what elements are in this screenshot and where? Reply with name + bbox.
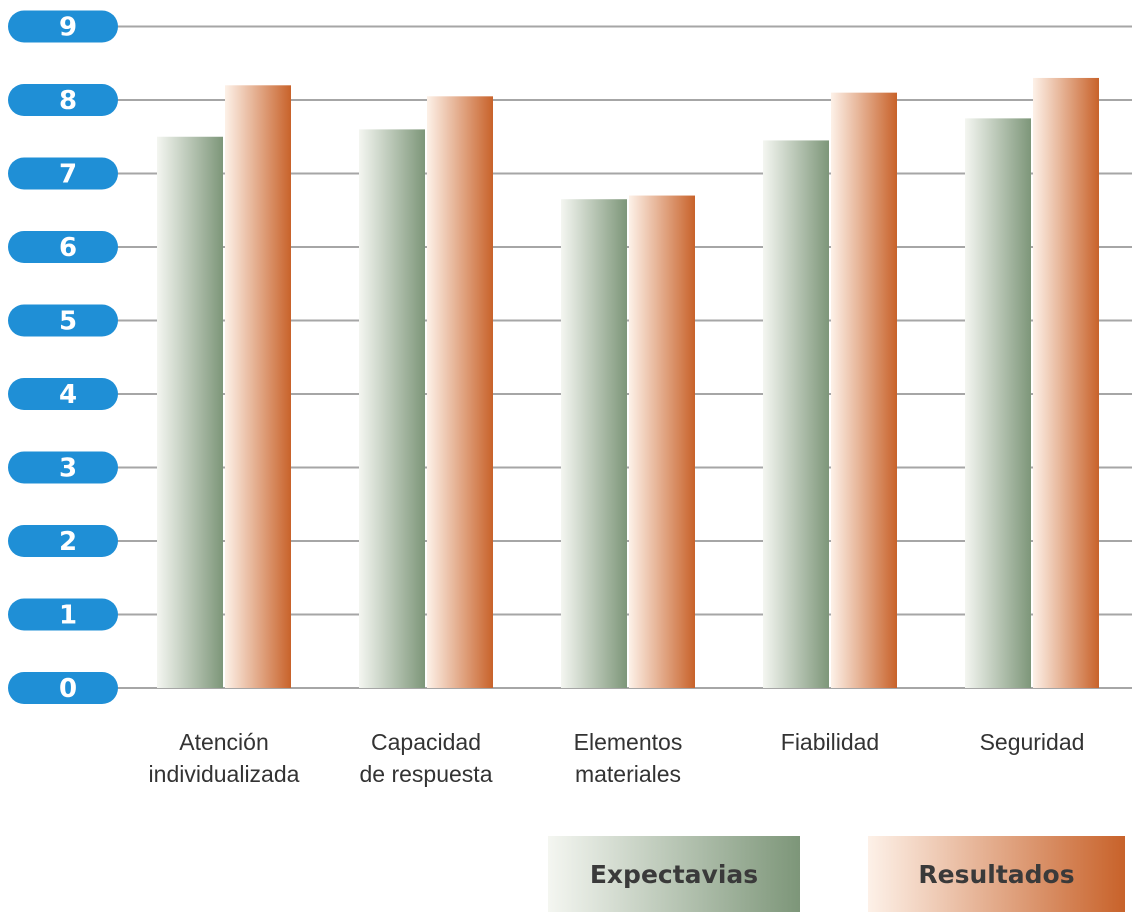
bars: [157, 77, 1099, 689]
y-tick-label: 2: [59, 527, 77, 557]
legend: Expectavias Resultados: [548, 836, 1125, 912]
bar-resultados: [831, 92, 897, 688]
y-tick-pill: [8, 84, 118, 116]
y-tick-pill: [8, 231, 118, 263]
bar-resultados: [1033, 77, 1099, 688]
y-tick-label: 6: [59, 233, 77, 263]
bar-resultados: [629, 195, 695, 689]
y-tick-pill: [8, 10, 118, 43]
y-tick-pill: [8, 304, 118, 337]
y-tick-pill: [8, 157, 118, 190]
y-tick-pill: [8, 378, 118, 410]
category-label: Fiabilidad: [781, 729, 879, 755]
category-label: Atención: [179, 729, 269, 755]
bar-resultados: [427, 96, 493, 688]
bar-resultados: [225, 85, 291, 689]
y-tick-label: 1: [59, 601, 77, 631]
x-axis-categories: Atención individualizada Capacidad de respu…: [149, 729, 1085, 787]
category-label: Seguridad: [980, 729, 1085, 755]
bar-expectavias: [965, 118, 1031, 688]
y-axis-ticks: 0 1 2 3 4 5 6 7 8 9: [8, 10, 118, 704]
bar-expectavias: [561, 199, 627, 688]
y-tick-label: 3: [59, 454, 77, 484]
y-tick-pill: [8, 598, 118, 631]
y-tick-label: 4: [59, 380, 77, 410]
bar-expectavias: [359, 129, 425, 688]
bar-expectavias: [763, 140, 829, 689]
category-label: de respuesta: [360, 761, 493, 787]
y-tick-pill: [8, 451, 118, 484]
y-tick-pill: [8, 525, 118, 557]
legend-label: Expectavias: [590, 860, 758, 889]
legend-swatch: [548, 836, 800, 912]
category-label: Capacidad: [371, 729, 481, 755]
legend-label: Resultados: [918, 860, 1074, 889]
category-label: individualizada: [149, 761, 300, 787]
y-tick-label: 8: [59, 86, 77, 116]
y-tick-label: 9: [59, 13, 77, 43]
y-tick-label: 7: [59, 160, 77, 190]
legend-swatch: [868, 836, 1125, 912]
y-tick-label: 5: [59, 307, 77, 337]
category-label: Elementos: [574, 729, 683, 755]
bar-expectavias: [157, 136, 223, 688]
y-tick-label: 0: [59, 674, 77, 704]
y-tick-pill: [8, 672, 118, 704]
category-label: materiales: [575, 761, 681, 787]
